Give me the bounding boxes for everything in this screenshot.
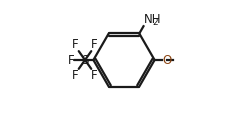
Text: NH: NH	[144, 13, 161, 26]
Text: O: O	[162, 54, 171, 66]
Text: S: S	[81, 54, 88, 66]
Text: F: F	[91, 38, 98, 51]
Text: F: F	[72, 38, 78, 51]
Text: F: F	[72, 69, 78, 82]
Text: 2: 2	[152, 18, 157, 27]
Text: F: F	[67, 54, 74, 66]
Text: F: F	[91, 69, 98, 82]
